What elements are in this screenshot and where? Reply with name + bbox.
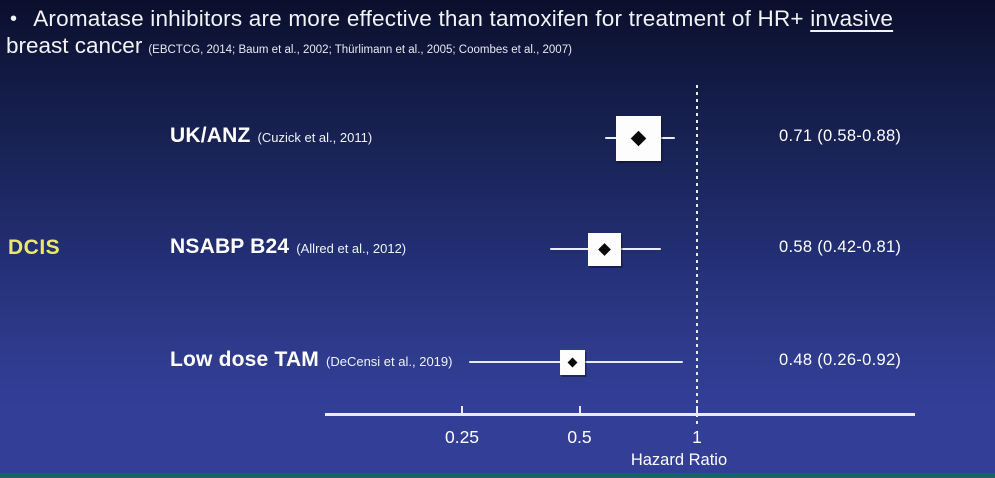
x-axis-tick	[578, 406, 581, 415]
title-citation: (EBCTCG, 2014; Baum et al., 2002; Thürli…	[148, 44, 572, 56]
title-text: Aromatase inhibitors are more effective …	[33, 6, 811, 31]
title-underlined-word: invasive	[810, 6, 894, 31]
hazard-ratio-value: 0.48 (0.26-0.92)	[779, 351, 902, 369]
study-citation: (DeCensi et al., 2019)	[326, 354, 453, 369]
x-axis-title: Hazard Ratio	[630, 451, 728, 469]
study-label: Low dose TAM (DeCensi et al., 2019)	[170, 348, 452, 372]
reference-line	[696, 85, 698, 424]
hazard-ratio-value: 0.71 (0.58-0.88)	[779, 127, 902, 145]
study-label: NSABP B24 (Allred et al., 2012)	[170, 235, 406, 259]
marker-center-diamond	[598, 242, 612, 256]
title-text-line2: breast cancer	[6, 33, 143, 58]
x-axis-tick	[461, 406, 463, 415]
hazard-ratio-marker	[588, 232, 622, 266]
marker-center-diamond	[567, 357, 578, 367]
group-label-dcis: DCIS	[8, 236, 61, 259]
x-axis-tick-label: 0.5	[567, 427, 592, 447]
study-name: UK/ANZ	[170, 124, 251, 147]
hazard-ratio-marker	[616, 115, 662, 161]
slide-title-line1: • Aromatase inhibitors are more effective…	[10, 6, 990, 32]
hazard-ratio-value: 0.58 (0.42-0.81)	[779, 238, 902, 256]
bottom-accent-bar	[0, 473, 995, 478]
study-citation: (Cuzick et al., 2011)	[257, 130, 373, 145]
study-label: UK/ANZ (Cuzick et al., 2011)	[170, 124, 372, 148]
study-name: NSABP B24	[170, 235, 290, 258]
study-name: Low dose TAM	[170, 348, 320, 371]
x-axis-line	[325, 413, 915, 416]
x-axis-tick-label: 0.25	[444, 427, 480, 447]
study-citation: (Allred et al., 2012)	[296, 241, 407, 256]
hazard-ratio-marker	[560, 349, 586, 375]
x-axis-tick-label: 1	[692, 427, 702, 447]
slide-title-line2: breast cancer (EBCTCG, 2014; Baum et al.,…	[6, 33, 986, 59]
x-axis-tick	[696, 406, 698, 415]
marker-center-diamond	[631, 130, 647, 146]
bullet-icon: •	[10, 8, 18, 30]
